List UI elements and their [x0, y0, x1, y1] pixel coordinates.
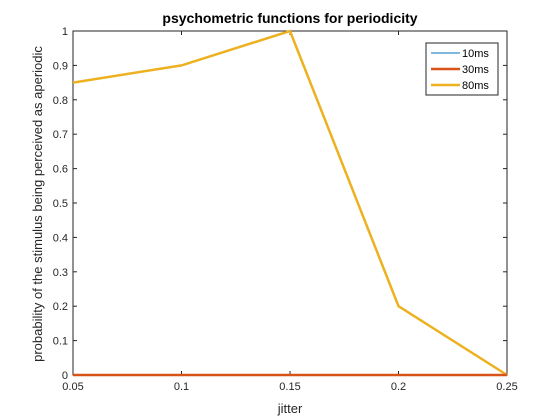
legend-label-80ms: 80ms	[462, 80, 489, 92]
y-tick-label: 0.4	[53, 232, 68, 244]
y-tick-label: 0.5	[53, 198, 68, 210]
x-axis-label: jitter	[277, 401, 303, 416]
x-tick-label: 0.15	[279, 381, 300, 393]
x-tick-label: 0.25	[496, 381, 517, 393]
y-axis-label: probability of the stimulus being percei…	[30, 46, 45, 362]
legend: 10ms 30ms 80ms	[425, 42, 499, 96]
legend-label-30ms: 30ms	[462, 64, 489, 76]
y-tick-label: 0.3	[53, 267, 68, 279]
x-tick-label: 0.05	[62, 381, 83, 393]
y-tick-label: 0.9	[53, 60, 68, 72]
chart-title: psychometric functions for periodicity	[162, 10, 417, 26]
y-tick-label: 0.2	[53, 301, 68, 313]
y-tick-label: 0.8	[53, 95, 68, 107]
legend-label-10ms: 10ms	[462, 48, 489, 60]
x-tick-label: 0.2	[391, 381, 406, 393]
series-line-80ms	[72, 29, 508, 377]
y-tick-label: 0.7	[53, 129, 68, 141]
y-tick-label: 1	[62, 26, 68, 38]
y-tick-label: 0.6	[53, 164, 68, 176]
x-tick-label: 0.1	[174, 381, 189, 393]
y-tick-label: 0.1	[53, 336, 68, 348]
y-tick-label: 0	[62, 370, 68, 382]
